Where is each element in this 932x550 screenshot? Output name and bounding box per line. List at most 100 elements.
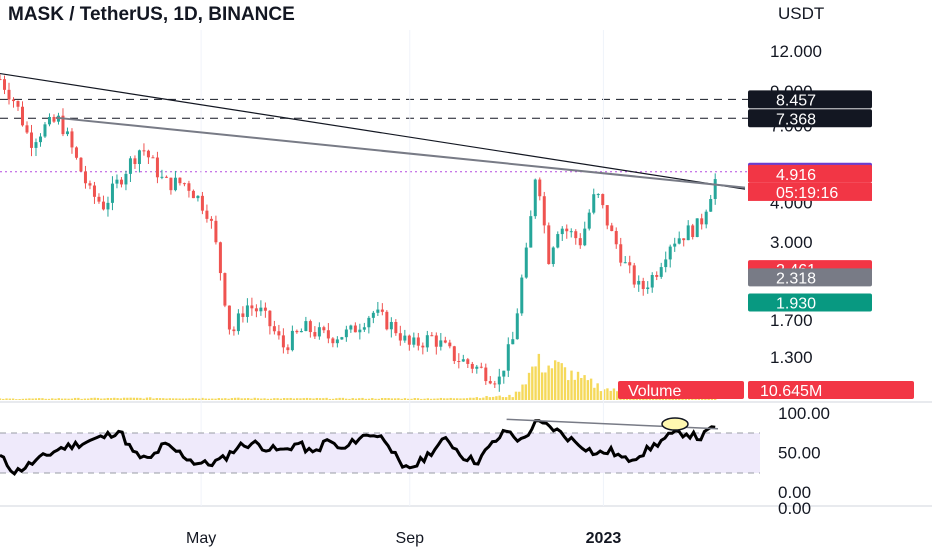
volume-bar (256, 398, 260, 400)
volume-bar (54, 398, 57, 400)
volume-bar (113, 397, 116, 400)
candle-body (209, 218, 213, 221)
volume-bar (217, 398, 221, 400)
price-badge (748, 90, 872, 109)
candle-body (169, 177, 173, 191)
candle-body (412, 337, 416, 345)
volume-bar (527, 372, 531, 400)
volume-bar (289, 397, 292, 400)
candle-body (182, 183, 186, 185)
volume-bar (606, 388, 609, 400)
volume-bar (426, 398, 430, 400)
candle-body (439, 340, 443, 347)
countdown-badge (748, 182, 872, 201)
volume-bar (299, 398, 302, 400)
candle-body (371, 312, 375, 318)
candle-body (25, 125, 29, 133)
candle-body (659, 267, 663, 277)
candle-body (497, 376, 501, 385)
candle-body (425, 335, 429, 348)
volume-bar (325, 397, 328, 400)
candle-body (538, 179, 542, 197)
candle-body (0, 79, 2, 81)
volume-name-label: Volume (628, 383, 681, 400)
rsi-axis[interactable]: 100.00 50.00 0.000.00 (778, 404, 830, 518)
volume-bar (374, 398, 377, 400)
volume-bar (609, 390, 612, 400)
time-axis[interactable]: May Sep 2023 (186, 530, 621, 547)
candle-body (421, 345, 425, 348)
volume-bar (423, 398, 426, 400)
price-badge-label: 8.457 (776, 92, 816, 109)
volume-bar (41, 398, 44, 400)
volume-bar (377, 398, 381, 400)
candle-body (547, 225, 551, 265)
volume-bar (175, 398, 178, 400)
volume-bar (106, 397, 109, 400)
candle-body (272, 326, 276, 332)
volume-bar (178, 398, 181, 400)
volume-bar (295, 398, 299, 400)
volume-bar (410, 398, 413, 400)
candle-body (290, 330, 294, 351)
volume-bar (384, 398, 387, 400)
volume-bar (354, 398, 358, 400)
candle-body (677, 238, 681, 244)
price-tick-label: 12.000 (770, 42, 822, 61)
candle-body (160, 176, 164, 178)
volume-bar (318, 398, 322, 400)
volume-bar (57, 398, 60, 400)
candle-body (533, 179, 537, 217)
candle-body (38, 136, 42, 143)
volume-bar (504, 397, 508, 400)
volume-bar (273, 398, 276, 400)
volume-bar (403, 398, 407, 400)
rsi-tick-label: 100.00 (778, 404, 830, 423)
candle-body (223, 273, 227, 306)
volume-bar (181, 398, 185, 400)
candle-body (448, 342, 452, 347)
volume-bar (201, 397, 204, 400)
volume-bar (2, 398, 5, 400)
rsi-tick-label: 50.00 (778, 444, 821, 463)
candle-body (646, 287, 650, 290)
volume-bar (498, 395, 501, 400)
candle-body (511, 339, 515, 345)
candle-body (389, 321, 393, 330)
volume-bar (534, 366, 537, 400)
volume-bar (436, 398, 439, 400)
volume-bar (511, 397, 514, 400)
volume-bar (328, 398, 332, 400)
candle-body (596, 194, 600, 196)
price-tick-label: 1.300 (770, 348, 813, 367)
candle-body (2, 79, 6, 90)
horizontal-levels (0, 30, 770, 506)
candle-body (254, 308, 258, 312)
candle-body (524, 247, 528, 278)
volume-bar (482, 397, 485, 400)
volume-bar (544, 372, 547, 400)
candle-body (466, 359, 470, 364)
volume-bar (77, 397, 80, 400)
volume-bar (86, 398, 90, 400)
candle-body (619, 244, 623, 263)
volume-bar (616, 391, 619, 400)
volume-bar (31, 398, 34, 400)
candle-body (475, 366, 479, 369)
candle-body (304, 321, 308, 332)
candle-body (632, 265, 636, 285)
volume-bar (420, 398, 423, 400)
candle-body (322, 327, 326, 331)
volume-bar (240, 398, 243, 400)
chart-title: MASK / TetherUS, 1D, BINANCE (8, 4, 295, 25)
volume-bar (449, 397, 452, 400)
candle-body (196, 195, 200, 199)
trendlines[interactable] (0, 72, 746, 190)
volume-bar (24, 398, 28, 400)
price-badge (748, 164, 872, 183)
volume-bar (204, 398, 207, 400)
candle-body (700, 218, 704, 225)
volume-bar (364, 398, 367, 400)
volume-bar (122, 397, 126, 400)
